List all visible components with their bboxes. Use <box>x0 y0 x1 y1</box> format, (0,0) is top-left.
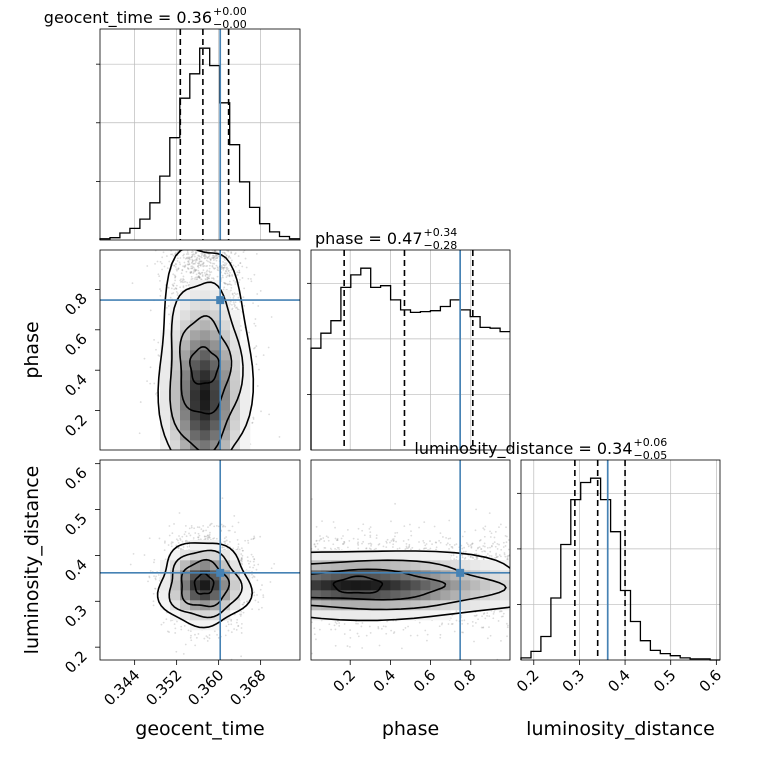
title-superscript: +0.00 <box>213 5 247 18</box>
truth-marker <box>216 569 224 577</box>
truth-marker <box>216 296 224 304</box>
x-tick-label: 0.352 <box>142 666 185 709</box>
y-tick-label: 0.8 <box>61 289 91 319</box>
truth-marker <box>456 569 464 577</box>
title-superscript: +0.06 <box>634 436 668 449</box>
density-panel-geocent_time-vs-luminosity_distance <box>100 460 300 661</box>
x-tick-label: 0.6 <box>410 666 440 696</box>
y-tick-label: 0.2 <box>61 411 91 441</box>
y-tick-label: 0.4 <box>61 556 91 586</box>
x-tick-label: 0.8 <box>450 666 480 696</box>
histogram-panel-geocent_time <box>96 29 300 240</box>
x-tick-label: 0.2 <box>513 666 543 696</box>
y-tick-label: 0.6 <box>61 464 91 494</box>
x-axis-label-phase: phase <box>382 718 439 740</box>
y-axis-label-luminosity_distance: luminosity_distance <box>21 466 43 655</box>
x-tick-label: 0.2 <box>329 666 359 696</box>
x-tick-label: 0.344 <box>100 666 143 709</box>
histogram-steps <box>521 478 720 660</box>
histogram-panel-luminosity_distance <box>517 460 720 660</box>
x-axis-label-luminosity_distance: luminosity_distance <box>526 718 715 740</box>
y-tick-label: 0.5 <box>61 510 91 540</box>
title-main: luminosity_distance = 0.34 <box>414 439 632 459</box>
x-tick-label: 0.368 <box>226 666 269 709</box>
panel-title-luminosity_distance: luminosity_distance = 0.34+0.06−0.05 <box>414 436 667 462</box>
title-main: phase = 0.47 <box>315 229 422 248</box>
x-tick-label: 0.360 <box>184 666 227 709</box>
panel-frame <box>311 250 510 450</box>
x-tick-label: 0.3 <box>559 666 589 696</box>
x-tick-label: 0.4 <box>604 666 634 696</box>
density-cells <box>160 280 250 450</box>
y-tick-label: 0.6 <box>61 330 91 360</box>
title-subscript: −0.05 <box>634 449 668 462</box>
density-panel-geocent_time-vs-phase <box>100 248 300 494</box>
histogram-steps <box>100 48 300 240</box>
x-tick-label: 0.6 <box>696 666 726 696</box>
title-subscript: −0.28 <box>424 239 458 252</box>
histogram-steps <box>311 268 510 450</box>
x-axis-label-geocent_time: geocent_time <box>135 718 264 740</box>
x-tick-label: 0.5 <box>650 666 680 696</box>
histogram-panel-phase <box>307 250 510 450</box>
panel-title-phase: phase = 0.47+0.34−0.28 <box>315 226 457 252</box>
y-tick-label: 0.2 <box>61 647 91 677</box>
x-tick-label: 0.4 <box>370 666 400 696</box>
y-tick-label: 0.4 <box>61 370 91 400</box>
y-tick-label: 0.3 <box>61 601 91 631</box>
title-superscript: +0.34 <box>424 226 458 239</box>
title-main: geocent_time = 0.36 <box>44 8 212 28</box>
panel-title-geocent_time: geocent_time = 0.36+0.00−0.00 <box>44 5 247 31</box>
y-axis-label-phase: phase <box>21 321 43 378</box>
title-subscript: −0.00 <box>213 18 247 31</box>
